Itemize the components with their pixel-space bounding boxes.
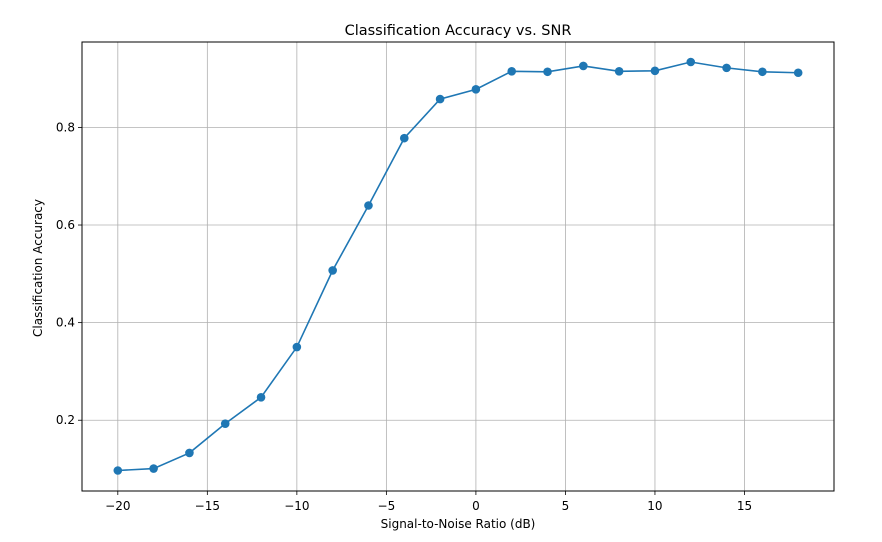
data-point-marker [543,67,552,77]
x-tick-label: −20 [105,499,130,513]
grid-layer [82,42,834,491]
data-point-marker [256,392,266,402]
series-layer [113,57,803,475]
data-point-marker [399,133,409,143]
x-tick-label: −5 [378,499,396,513]
y-tick-label: 0.2 [56,413,75,427]
data-point-marker [149,464,158,473]
plot-frame [81,41,835,492]
data-point-marker [579,61,588,71]
y-tick-label: 0.4 [56,316,75,330]
data-point-marker [220,419,230,428]
y-axis-label: Classification Accuracy [31,199,45,337]
data-point-marker [507,66,517,76]
x-tick-label: 15 [737,499,752,513]
data-point-marker [364,201,373,210]
y-tick-label: 0.8 [56,120,75,134]
tick-layer: −20 −15 −10 −5 0 5 10 15 0.2 0.4 0.6 0.8 [56,120,752,513]
chart-title: Classification Accuracy vs. SNR [345,23,572,39]
x-tick-label: 0 [472,499,480,513]
data-point-marker [722,63,731,73]
data-point-marker [328,266,337,275]
x-tick-label: −10 [284,499,309,513]
series-line [117,61,799,472]
data-point-marker [435,94,445,104]
x-tick-label: 5 [562,499,570,513]
x-axis-label: Signal-to-Noise Ratio (dB) [381,517,536,531]
data-point-marker [185,448,194,458]
data-point-marker [471,85,481,94]
data-point-marker [793,68,803,78]
data-point-marker [292,342,302,352]
data-point-marker [758,67,767,77]
data-point-marker [650,66,660,76]
data-point-marker [113,466,123,475]
data-point-marker [614,66,624,76]
y-tick-label: 0.6 [56,218,75,232]
x-tick-label: 10 [647,499,662,513]
x-tick-label: −15 [195,499,220,513]
data-point-marker [686,57,696,67]
